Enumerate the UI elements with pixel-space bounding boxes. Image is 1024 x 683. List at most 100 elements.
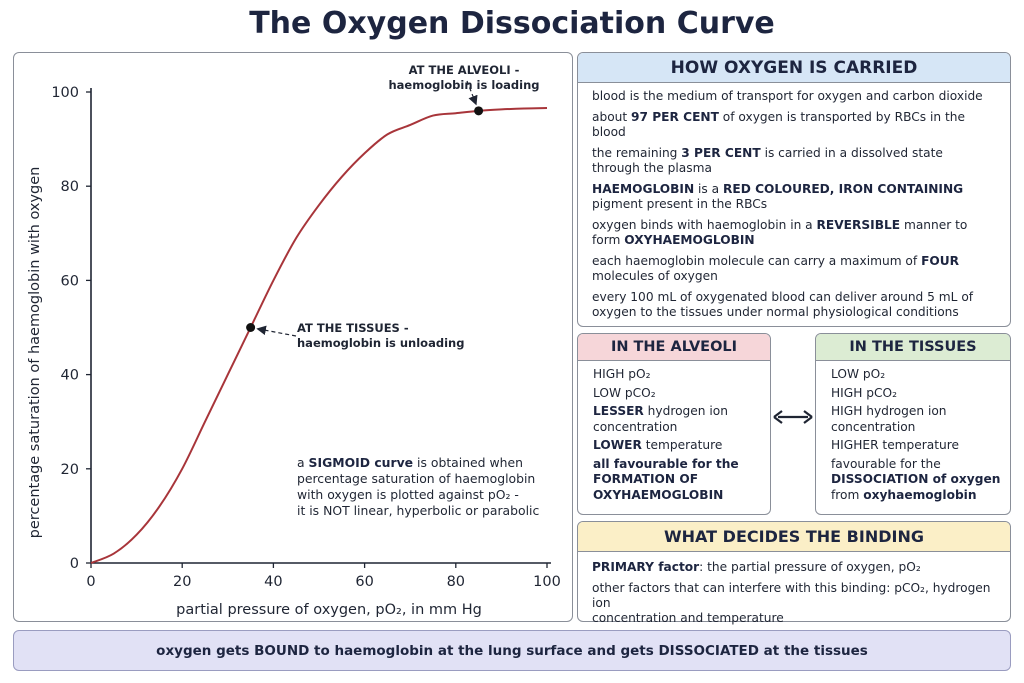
bold-text: RED COLOURED, IRON CONTAINING (723, 182, 964, 196)
text: percentage saturation of haemoglobin (297, 471, 536, 486)
bold-text: OXYHAEMOGLOBIN (593, 487, 724, 502)
text-line: percentage saturation of haemoglobin (297, 471, 559, 487)
y-tick-label: 100 (51, 85, 79, 101)
alveoli-annotation-line-2: haemoglobin is loading (388, 78, 540, 92)
what-decides-binding-heading: WHAT DECIDES THE BINDING (578, 522, 1010, 552)
text-line: HIGHER temperature (831, 438, 1010, 454)
text-line: LESSER hydrogen ion concentration (593, 404, 770, 435)
text: of oxygen is transported by RBCs in the … (592, 110, 965, 139)
curve-point (474, 106, 484, 116)
how-oxygen-carried-box: HOW OXYGEN IS CARRIED blood is the mediu… (577, 52, 1011, 327)
how-oxygen-carried-heading: HOW OXYGEN IS CARRIED (578, 53, 1010, 83)
text: every 100 mL of oxygenated blood can del… (592, 290, 974, 304)
text: is a (694, 182, 723, 196)
x-tick-label: 80 (447, 574, 465, 590)
bold-text: PRIMARY factor (592, 560, 700, 574)
text-line: blood is the medium of transport for oxy… (592, 89, 996, 104)
bold-text: OXYHAEMOGLOBIN (624, 233, 755, 247)
text: HIGH pO₂ (593, 367, 651, 381)
text-line: PRIMARY factor: the partial pressure of … (592, 560, 996, 575)
text-line: all favourable for the FORMATION OF OXYHAE… (593, 457, 770, 504)
in-tissues-conditions: LOW pO₂ HIGH pCO₂ HIGH hydrogen ion concent… (816, 361, 1010, 503)
text-line: HIGH hydrogen ion concentration (831, 404, 1010, 435)
text: is obtained when (413, 455, 523, 470)
in-tissues-box: IN THE TISSUES LOW pO₂ HIGH pCO₂ HIGH hydr… (815, 333, 1011, 515)
text: blood is the medium of transport for oxy… (592, 89, 983, 103)
tissues-annotation: AT THE TISSUES - haemoglobin is unloadin… (297, 321, 464, 351)
summary-banner: oxygen gets BOUND to haemoglobin at the … (13, 630, 1011, 671)
x-tick-label: 40 (264, 574, 282, 590)
what-decides-binding-box: WHAT DECIDES THE BINDING PRIMARY factor:… (577, 521, 1011, 625)
text: about (592, 110, 632, 124)
text-line: it is NOT linear, hyperbolic or paraboli… (297, 503, 559, 519)
text-line: with oxygen is plotted against pO₂ - (297, 487, 559, 503)
text: a (297, 455, 309, 470)
in-alveoli-conditions: HIGH pO₂ LOW pCO₂ LESSER hydrogen ion conce… (578, 361, 770, 503)
text: oxygen binds with haemoglobin in a (592, 218, 817, 232)
text: form (592, 233, 625, 247)
text: with oxygen is plotted against pO₂ - (297, 487, 519, 502)
text: from (831, 487, 864, 502)
leader-arrow (256, 325, 297, 337)
page-title: The Oxygen Dissociation Curve (249, 6, 775, 41)
text-line: the remaining 3 PER CENT is carried in a… (592, 146, 996, 176)
bold-text: DISSOCIATION of oxygen (831, 472, 1001, 486)
y-tick-label: 40 (61, 368, 79, 384)
text-line: oxygen binds with haemoglobin in a REVER… (592, 218, 996, 248)
bold-text: LOWER (593, 438, 642, 452)
bold-text: SIGMOID curve (308, 455, 414, 470)
tissues-annotation-line-2: haemoglobin is unloading (297, 336, 465, 350)
y-axis-label: percentage saturation of haemoglobin wit… (27, 167, 43, 539)
text: the remaining (592, 146, 682, 160)
text: favourable for the (831, 456, 941, 471)
text: HIGH hydrogen ion (831, 404, 947, 418)
text: temperature (641, 438, 723, 452)
text: molecules of oxygen (592, 269, 718, 283)
y-tick-label: 0 (70, 556, 79, 572)
x-tick-label: 20 (173, 574, 191, 590)
text-line: about 97 PER CENT of oxygen is transport… (592, 110, 996, 140)
bold-text: all favourable for the (593, 456, 739, 471)
text-line: a SIGMOID curve is obtained when (297, 455, 559, 471)
text-line: HAEMOGLOBIN is a RED COLOURED, IRON CONT… (592, 182, 996, 212)
sigmoid-note: a SIGMOID curve is obtained when percenta… (297, 455, 559, 519)
bold-text: HAEMOGLOBIN (592, 182, 695, 196)
text: pigment present in the RBCs (592, 197, 768, 211)
text: HIGHER temperature (831, 438, 960, 452)
dissociation-chart: 0 20 40 60 80 100 0 20 40 60 80 100 partial pressur… (27, 80, 561, 618)
text-line: each haemoglobin molecule can carry a ma… (592, 254, 996, 284)
bold-text: REVERSIBLE (816, 218, 901, 232)
x-tick-label: 0 (86, 574, 95, 590)
x-axis-label: partial pressure of oxygen, pO₂, in mm H… (176, 602, 482, 618)
x-tick-label: 60 (355, 574, 373, 590)
how-oxygen-carried-lines: blood is the medium of transport for oxy… (578, 83, 1010, 320)
bold-text: oxyhaemoglobin (863, 487, 977, 502)
text: other factors that can interfere with th… (592, 581, 991, 610)
in-alveoli-box: IN THE ALVEOLI HIGH pO₂ LOW pCO₂ LESSER hy… (577, 333, 771, 515)
bold-text: LESSER (593, 404, 644, 418)
in-alveoli-heading: IN THE ALVEOLI (578, 334, 770, 361)
y-tick-label: 80 (61, 179, 79, 195)
oxygen-dissociation-curve (90, 107, 548, 564)
text: it is NOT linear, hyperbolic or paraboli… (297, 503, 540, 518)
text: each haemoglobin molecule can carry a ma… (592, 254, 922, 268)
text-line: HIGH pCO₂ (831, 386, 1010, 402)
y-tick-label: 20 (61, 462, 79, 478)
text: is carried in a dissolved state (760, 146, 943, 160)
y-tick-label: 60 (61, 273, 79, 289)
text: LOW pCO₂ (593, 385, 656, 400)
text-line: favourable for the DISSOCIATION of oxygen… (831, 457, 1010, 504)
curve-point (246, 323, 256, 332)
alveoli-annotation: AT THE ALVEOLI - haemoglobin is loading (384, 63, 544, 93)
double-headed-arrow-icon (773, 410, 813, 424)
tissues-annotation-line-1: AT THE TISSUES - (297, 321, 409, 335)
text: HIGH pCO₂ (831, 385, 897, 400)
bold-text: FORMATION OF (593, 472, 699, 486)
text: hydrogen ion (643, 404, 728, 418)
text: manner to (900, 218, 968, 232)
text: concentration (831, 419, 916, 434)
text: : the partial pressure of oxygen, pO₂ (699, 560, 921, 574)
alveoli-annotation-line-1: AT THE ALVEOLI - (408, 63, 520, 77)
text: concentration (593, 419, 678, 434)
bold-text: 97 PER CENT (631, 110, 719, 124)
